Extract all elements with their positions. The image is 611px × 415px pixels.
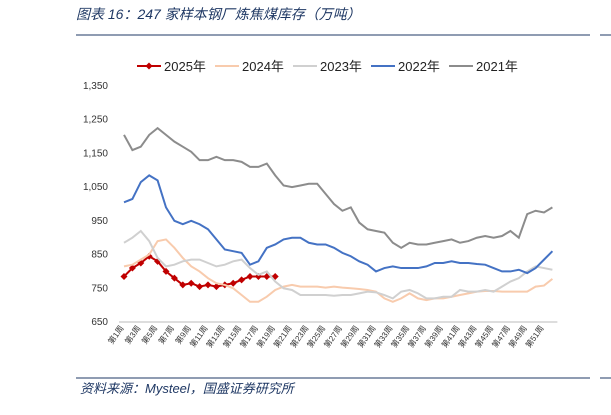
series-line bbox=[123, 174, 554, 275]
y-tick-label: 750 bbox=[91, 283, 108, 294]
x-tick-label: 第3周 bbox=[123, 323, 143, 345]
point bbox=[204, 281, 212, 289]
point bbox=[238, 276, 246, 284]
series-line bbox=[123, 126, 553, 249]
chart-title: 图表 16：247 家样本钢厂炼焦煤库存（万吨） bbox=[76, 6, 361, 22]
point bbox=[179, 281, 187, 289]
legend-label: 2025年 bbox=[164, 59, 206, 74]
point bbox=[212, 283, 220, 291]
y-tick-label: 950 bbox=[91, 216, 108, 227]
series-line bbox=[123, 238, 554, 303]
legend-label: 2023年 bbox=[320, 59, 362, 74]
legend-label: 2022年 bbox=[398, 59, 440, 74]
point bbox=[246, 272, 254, 280]
x-tick-label: 第7周 bbox=[156, 323, 176, 345]
y-tick-label: 850 bbox=[91, 250, 108, 261]
legend-label: 2021年 bbox=[476, 59, 518, 74]
source: 资料来源：Mysteel，国盛证券研究所 bbox=[80, 381, 296, 396]
point bbox=[170, 274, 178, 282]
y-tick-label: 1,250 bbox=[83, 115, 108, 126]
x-tick-label: 第1周 bbox=[106, 323, 126, 345]
series-line bbox=[123, 229, 553, 300]
point bbox=[229, 279, 237, 287]
y-tick-label: 650 bbox=[91, 317, 108, 328]
point bbox=[196, 283, 204, 291]
y-tick-label: 1,150 bbox=[83, 148, 108, 159]
point bbox=[187, 279, 195, 287]
point bbox=[120, 272, 128, 280]
legend-label: 2024年 bbox=[242, 59, 284, 74]
y-tick-label: 1,350 bbox=[83, 81, 108, 92]
y-tick-label: 1,050 bbox=[83, 182, 108, 193]
legend-marker bbox=[145, 62, 153, 70]
point bbox=[128, 264, 136, 272]
x-tick-label: 第51周 bbox=[523, 323, 545, 349]
point bbox=[162, 267, 170, 275]
x-tick-label: 第5周 bbox=[139, 323, 159, 345]
